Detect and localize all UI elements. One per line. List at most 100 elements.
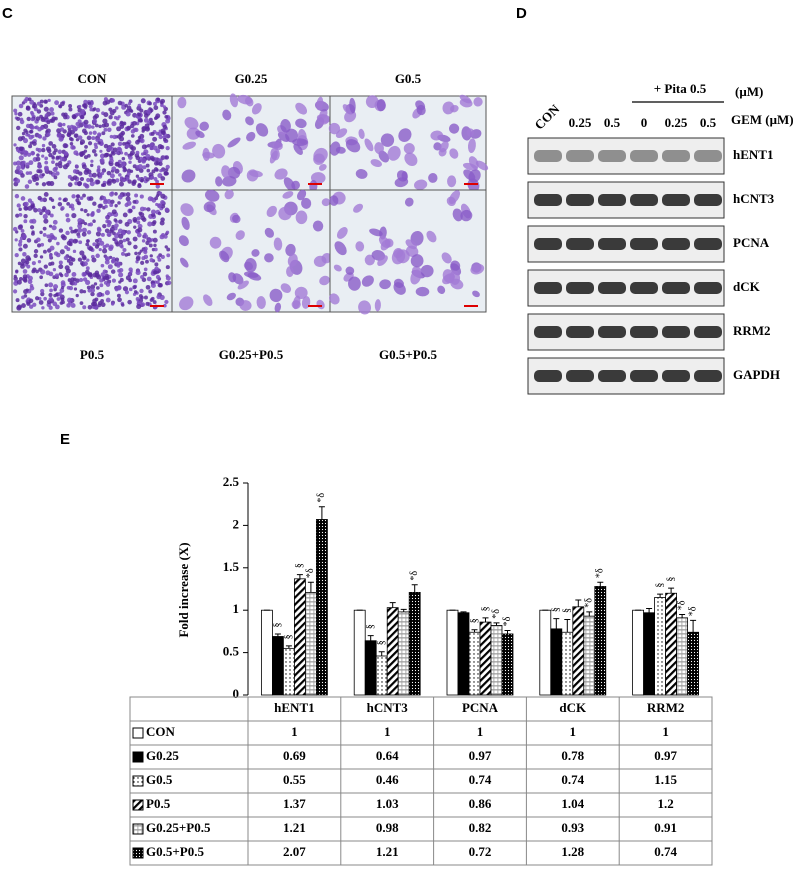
cell: [142, 271, 148, 277]
cell: [137, 251, 142, 255]
blot-label: hENT1: [733, 147, 773, 162]
cell: [136, 216, 141, 221]
cell: [26, 264, 31, 269]
cell: [128, 208, 133, 213]
cell: [86, 135, 92, 141]
cell: [132, 120, 137, 126]
cell: [87, 141, 93, 146]
legend-swatch: [132, 799, 144, 811]
table-value: 1.15: [654, 772, 677, 787]
cell: [47, 98, 51, 103]
cell: [378, 236, 391, 249]
cell: [148, 289, 153, 294]
cell: [18, 239, 23, 244]
cell: [377, 255, 388, 266]
cell: [79, 196, 84, 200]
cell: [102, 275, 107, 280]
micrograph-label: G0.25+P0.5: [219, 347, 284, 362]
blot-band: [598, 194, 626, 206]
cell: [79, 141, 84, 145]
cell: [72, 249, 77, 254]
cell: [139, 119, 143, 123]
cell: [92, 107, 97, 111]
cell: [33, 249, 39, 254]
cell: [318, 163, 327, 171]
cell: [108, 107, 113, 112]
cell: [48, 305, 53, 310]
cell: [137, 135, 142, 140]
cell: [40, 117, 46, 123]
cell: [91, 172, 97, 178]
cell: [426, 230, 437, 243]
cell: [74, 181, 79, 186]
cell: [137, 223, 143, 229]
cell: [153, 247, 158, 252]
cell: [25, 260, 30, 265]
cell: [74, 228, 78, 233]
cell: [355, 169, 368, 179]
cell: [90, 163, 94, 168]
cell: [32, 141, 37, 146]
cell: [29, 125, 35, 130]
cell: [31, 174, 37, 180]
cell: [125, 196, 131, 202]
error-bar: [378, 651, 385, 656]
cell: [39, 211, 43, 216]
cell: [239, 300, 252, 311]
cell: [83, 182, 87, 187]
cell: [30, 201, 34, 205]
bar: [665, 592, 677, 696]
cell: [53, 236, 57, 241]
cell: [269, 150, 278, 164]
cell: [65, 230, 70, 236]
cell: [199, 121, 209, 131]
cell: [26, 116, 31, 122]
cell: [295, 118, 307, 129]
cell: [27, 279, 33, 285]
cell: [118, 280, 122, 284]
significance-mark: §: [562, 608, 573, 613]
cell: [140, 302, 146, 307]
cell: [449, 148, 459, 159]
cell: [83, 119, 89, 125]
cell: [143, 254, 149, 260]
cell: [60, 101, 65, 107]
cell: [70, 257, 76, 262]
cell: [48, 141, 53, 146]
cell: [124, 202, 129, 208]
cell: [158, 283, 163, 288]
cell: [124, 151, 128, 156]
cell: [15, 213, 20, 218]
cell: [116, 264, 121, 268]
cell: [78, 171, 83, 176]
cell: [68, 285, 74, 291]
cell: [202, 152, 215, 159]
cell: [186, 127, 201, 140]
cell: [16, 304, 22, 310]
cell: [113, 218, 118, 222]
cell: [97, 203, 103, 209]
cell: [89, 108, 93, 112]
cell: [414, 179, 428, 190]
cell: [109, 229, 114, 234]
cell: [62, 164, 68, 170]
cell: [18, 103, 24, 109]
cell: [21, 303, 26, 309]
cell: [83, 256, 87, 260]
error-bar: [482, 617, 489, 623]
table-value: 1: [291, 724, 298, 739]
cell: [44, 113, 48, 117]
cell: [87, 304, 93, 310]
bar: [293, 578, 306, 696]
cell: [130, 150, 135, 156]
cell: [353, 203, 363, 213]
cell: [131, 205, 136, 210]
cell: [99, 278, 104, 283]
blot-band: [566, 150, 594, 162]
cell: [164, 207, 169, 212]
cell: [127, 241, 132, 246]
cell: [35, 156, 41, 162]
cell: [403, 143, 415, 154]
cell: [160, 217, 165, 222]
cell: [100, 263, 105, 268]
